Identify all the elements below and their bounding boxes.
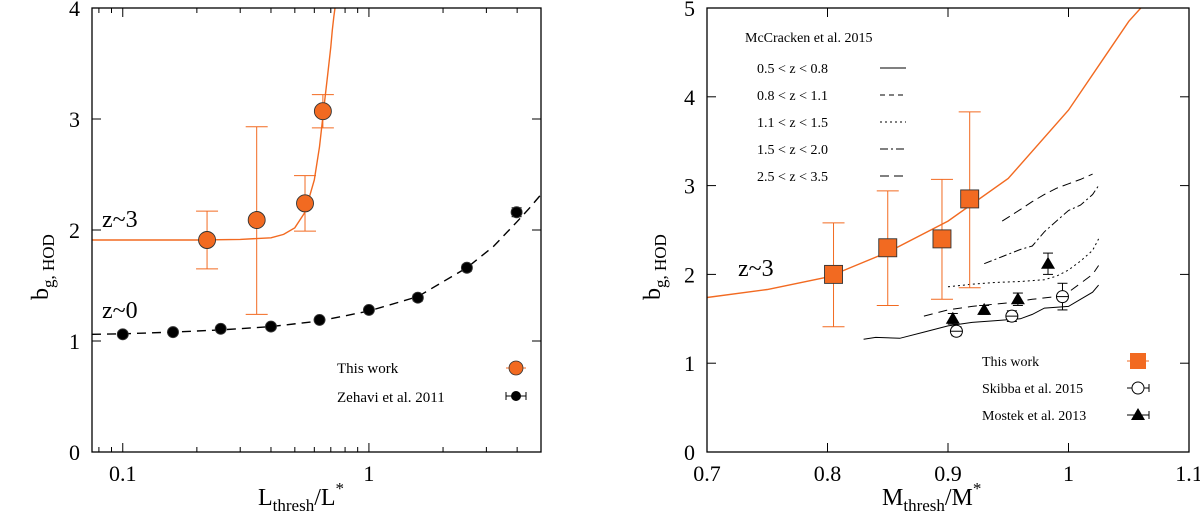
r-ytick-label: 0 (684, 440, 695, 465)
l-ytick-label: 0 (69, 440, 80, 465)
right-xlabel-tail: /M (945, 485, 973, 511)
right-legend-mccracken: McCracken et al. 2015 0.5 < z < 0.8 0.8 … (745, 31, 906, 185)
r-xtick-label: 0.8 (814, 461, 842, 486)
right-ylabel: bg, HOD (640, 234, 670, 300)
right-data-marks (822, 111, 1069, 338)
right-legend: This work Skibba et al. 2015 Mostek et a… (982, 353, 1150, 424)
l-series-1-point (460, 261, 473, 274)
r-xtick-label: 1 (1063, 461, 1074, 486)
l-xtick-label: 1 (363, 461, 374, 486)
l-series-1-point (362, 303, 375, 316)
l-series-0-point (296, 194, 314, 213)
right-xlabel-main: M (882, 485, 903, 511)
r-series-0-point (932, 229, 952, 249)
l-series-1-point (265, 320, 277, 333)
left-xlabel-sub: thresh (273, 496, 315, 515)
r-xtick-label: 1.1 (1175, 461, 1200, 486)
r-series-8-line (1001, 173, 1093, 222)
left-xlabel-sup: * (336, 479, 345, 498)
r-ytick-label: 2 (684, 262, 695, 287)
r-series-7-line (984, 185, 1100, 265)
r-ytick-label: 1 (684, 351, 695, 376)
right-ylabel-main: b (640, 288, 666, 300)
left-panel: 0 1 2 3 4 0.1 1 z~3 z~0 This work Zehavi et al… (28, 0, 542, 515)
l-ytick-label: 2 (69, 218, 80, 243)
right-legend2-label-2: 1.1 < z < 1.5 (757, 116, 828, 131)
right-legend-label-mostek: Mostek et al. 2013 (982, 409, 1086, 424)
left-ylabel-sub: g, HOD (39, 234, 58, 288)
left-annotation-z3: z~3 (102, 207, 138, 233)
left-legend-label-this-work: This work (337, 361, 399, 377)
left-plot-area (92, 8, 541, 335)
r-series-2-point (977, 302, 992, 315)
r-series-2-point (1041, 256, 1056, 269)
right-xlabel: Mthresh/M* (882, 479, 981, 515)
right-legend-marker-this-work (1130, 353, 1146, 369)
left-ylabel: bg, HOD (28, 234, 58, 300)
l-series-1-point (411, 291, 424, 304)
l-series-1-point (510, 206, 523, 219)
l-series-0-point (198, 231, 217, 249)
left-legend-marker-this-work (508, 360, 524, 376)
right-legend2-label-0: 0.5 < z < 0.8 (757, 62, 828, 77)
right-legend-marker-skibba (1131, 381, 1145, 395)
left-annotation-z0: z~0 (102, 298, 138, 324)
l-series-3-line (92, 194, 541, 335)
left-ylabel-main: b (28, 288, 54, 300)
right-axis-ticks: 0 1 2 3 4 5 0.7 0.8 0.9 1 1.1 (684, 0, 1200, 486)
r-ytick-label: 3 (684, 174, 695, 199)
left-xlabel-main: L (258, 485, 273, 511)
r-series-0-point (824, 264, 843, 284)
l-ytick-label: 4 (69, 0, 80, 21)
left-xlabel: Lthresh/L* (258, 479, 344, 515)
left-legend-label-zehavi: Zehavi et al. 2011 (337, 390, 445, 406)
left-legend-marker-zehavi (511, 391, 521, 401)
r-series-6-line (947, 238, 1100, 288)
r-series-2-point (945, 311, 960, 324)
right-legend-label-this-work: This work (982, 355, 1039, 370)
right-legend2-label-1: 0.8 < z < 1.1 (757, 89, 828, 104)
left-axis-ticks: 0 1 2 3 4 0.1 1 (69, 0, 541, 486)
right-legend2-label-4: 2.5 < z < 3.5 (757, 170, 828, 185)
r-series-2-point (1010, 292, 1025, 305)
left-plot-frame (91, 7, 542, 453)
l-series-0-point (247, 211, 266, 229)
right-ylabel-sub: g, HOD (651, 234, 670, 288)
l-series-0-point (313, 102, 332, 121)
l-series-1-point (116, 328, 129, 341)
l-ytick-label: 1 (69, 329, 80, 354)
left-xlabel-tail: /L (314, 485, 335, 511)
l-series-1-point (214, 322, 227, 335)
l-xtick-label: 0.1 (109, 461, 137, 486)
l-series-1-point (313, 313, 326, 326)
right-legend-label-skibba: Skibba et al. 2015 (982, 382, 1083, 397)
r-xtick-label: 0.9 (934, 461, 962, 486)
right-panel: 0 1 2 3 4 5 0.7 0.8 0.9 1 1.1 z~3 McCracken et al.… (640, 0, 1200, 515)
r-series-5-line (923, 265, 1100, 317)
right-legend-marker-mostek (1131, 408, 1145, 420)
r-ytick-label: 4 (684, 85, 695, 110)
right-legend2-title: McCracken et al. 2015 (745, 31, 873, 46)
right-xlabel-sub: thresh (903, 496, 945, 515)
l-ytick-label: 3 (69, 107, 80, 132)
left-legend: This work Zehavi et al. 2011 (337, 360, 527, 406)
right-annotation-z3: z~3 (738, 256, 774, 282)
r-ytick-label: 5 (684, 0, 695, 21)
l-series-1-point (167, 326, 179, 339)
left-data-marks (116, 94, 523, 341)
right-legend2-label-3: 1.5 < z < 2.0 (757, 143, 828, 158)
r-series-0-point (960, 189, 980, 209)
right-xlabel-sup: * (973, 479, 982, 498)
r-series-0-point (878, 238, 898, 258)
r-xtick-label: 0.7 (693, 461, 721, 486)
